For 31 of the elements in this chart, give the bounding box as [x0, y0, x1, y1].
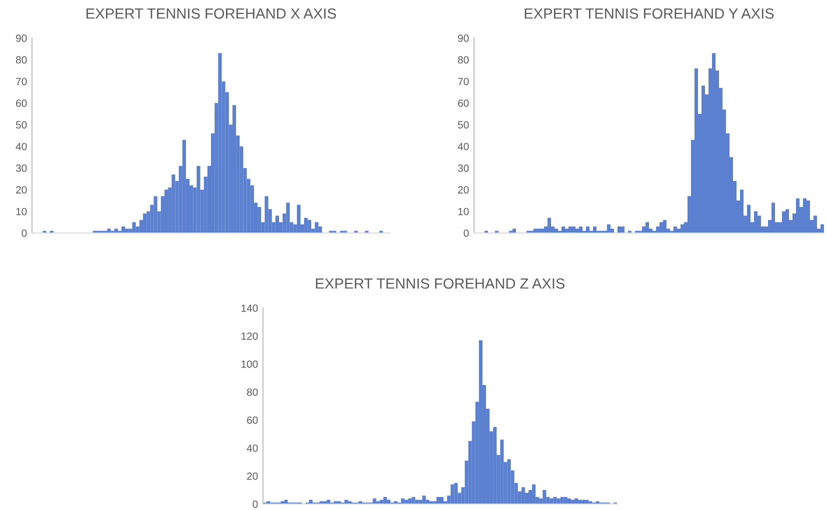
y-tick-label: 140 [242, 304, 258, 312]
y-tick-label: 20 [247, 472, 258, 480]
chart-title: EXPERT TENNIS FOREHAND Z AXIS [316, 278, 565, 289]
y-tick-label: 40 [246, 444, 258, 452]
y-tick-label: 120 [242, 332, 258, 340]
y-tick-label: 60 [458, 100, 469, 107]
y-tick-label: 80 [247, 388, 258, 396]
y-tick-label: 40 [458, 142, 469, 150]
y-tick-label: 10 [16, 208, 27, 216]
y-tick-label: 70 [458, 78, 469, 86]
y-tick-label: 80 [458, 56, 469, 64]
y-tick-label: 0 [252, 500, 258, 508]
y-tick-label: 50 [458, 121, 469, 129]
y-tick-label: 20 [458, 186, 469, 194]
y-tick-label: 100 [242, 360, 258, 368]
chart-title: EXPERT TENNIS FOREHAND X AXIS [86, 8, 336, 19]
y-tick-label: 90 [458, 34, 469, 42]
y-tick-label: 40 [16, 142, 27, 150]
y-tick-label: 0 [22, 230, 27, 237]
y-tick-label: 60 [16, 100, 27, 107]
y-tick-label: 50 [16, 121, 27, 129]
y-tick-label: 70 [16, 78, 27, 86]
y-tick-label: 80 [16, 56, 27, 64]
y-tick-label: 20 [16, 186, 27, 194]
y-tick-label: 90 [16, 34, 27, 42]
y-tick-label: 30 [16, 164, 27, 172]
y-tick-label: 60 [247, 416, 258, 424]
y-tick-label: 30 [458, 164, 469, 172]
y-tick-label: 0 [464, 230, 469, 237]
y-tick-label: 10 [458, 208, 469, 216]
chart-title: EXPERT TENNIS FOREHAND Y AXIS [524, 8, 774, 19]
